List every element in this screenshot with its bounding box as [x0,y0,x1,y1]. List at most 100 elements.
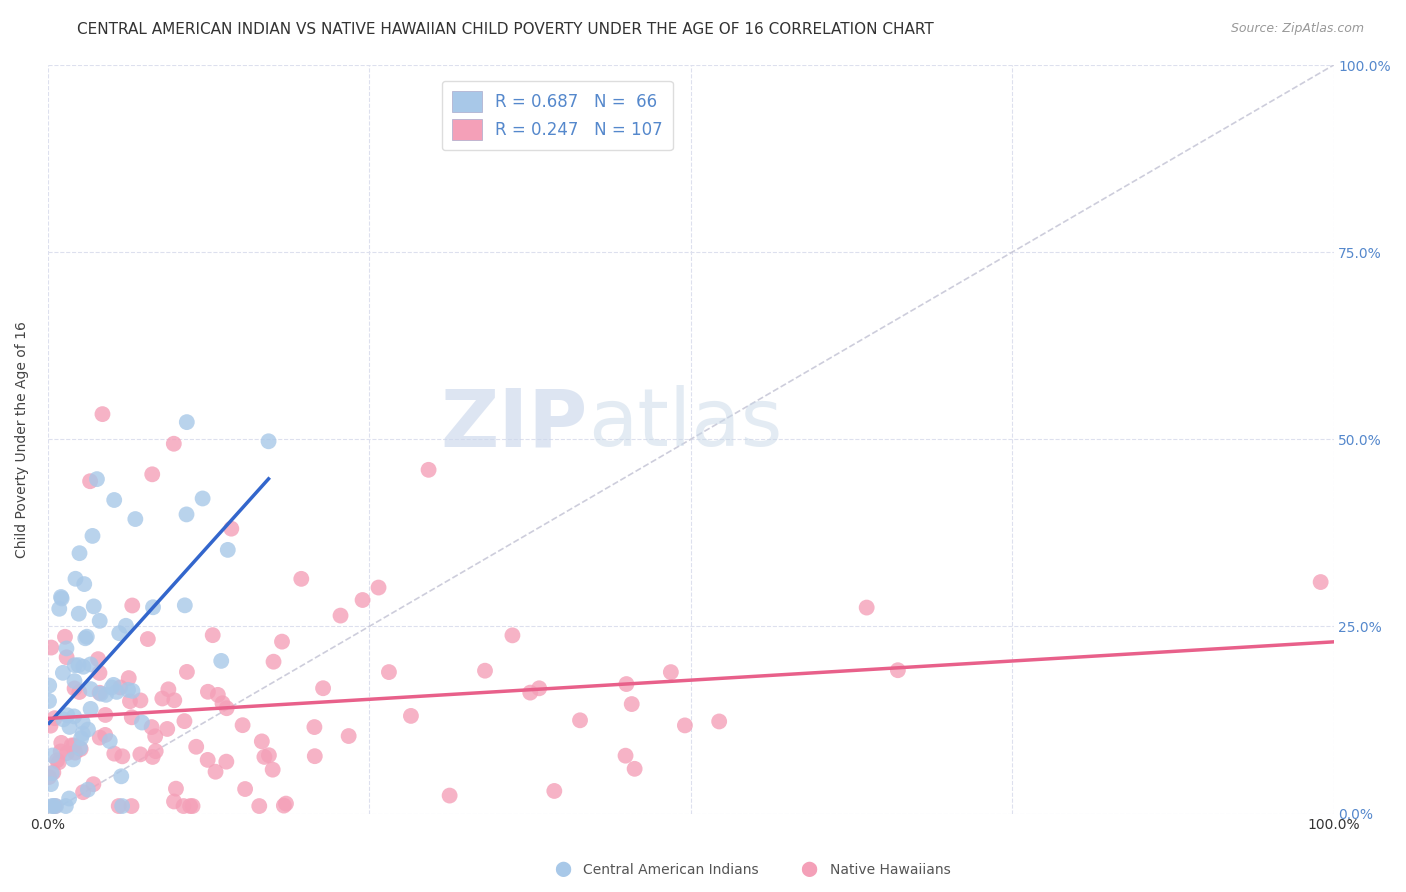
Point [142,600,165,615]
Point [63,709,86,723]
Point [77,723,100,737]
Point [86,472,108,486]
Point [176,415,198,429]
Point [76,782,98,797]
Point [67,685,90,699]
Point [274,797,297,811]
Point [614,748,637,763]
Point [51,591,73,606]
Point [87,652,110,666]
Point [89,686,111,700]
Point [165,781,187,796]
Point [82,529,104,543]
Point [94,708,117,723]
Text: ⬤: ⬤ [800,862,817,878]
Point [60,739,83,753]
Point [121,710,143,724]
Point [616,677,638,691]
Point [79,657,101,672]
Point [56,746,79,760]
Point [131,715,153,730]
Legend: R = 0.687   N =  66, R = 0.247   N = 107: R = 0.687 N = 66, R = 0.247 N = 107 [441,81,672,151]
Point [157,682,180,697]
Point [55,650,77,665]
Point [103,493,125,508]
Point [39,777,62,791]
Point [69,741,91,756]
Point [94,728,117,742]
Point [89,665,111,680]
Point [247,799,270,814]
Point [80,682,103,697]
Point [41,748,63,763]
Point [855,600,877,615]
Point [673,718,696,732]
Point [89,731,111,745]
Point [69,742,91,756]
Point [103,678,125,692]
Point [186,739,208,754]
Point [51,736,73,750]
Y-axis label: Child Poverty Under the Age of 16: Child Poverty Under the Age of 16 [15,321,30,558]
Point [118,671,141,685]
Point [75,632,97,646]
Point [129,693,152,707]
Point [62,752,84,766]
Point [232,718,254,732]
Point [312,681,335,696]
Point [115,619,138,633]
Point [121,684,143,698]
Point [273,798,295,813]
Point [72,659,94,673]
Point [48,756,70,770]
Point [82,777,104,791]
Point [89,614,111,628]
Point [63,658,86,673]
Point [215,755,238,769]
Point [253,750,276,764]
Point [439,789,461,803]
Point [94,688,117,702]
Point [72,726,94,740]
Point [121,799,143,814]
Point [63,681,86,696]
Point [181,799,204,814]
Point [124,512,146,526]
Point [257,434,280,449]
Point [49,744,72,758]
Point [39,640,62,655]
Point [337,729,360,743]
Point [304,720,326,734]
Point [107,799,129,814]
Point [55,641,77,656]
Point [91,407,114,421]
Point [117,682,139,697]
Point [250,734,273,748]
Point [262,763,284,777]
Point [63,746,86,760]
Point [176,508,198,522]
Point [90,687,112,701]
Text: ⬤: ⬤ [554,862,571,878]
Point [42,799,65,814]
Point [519,685,541,699]
Point [39,719,62,733]
Point [70,731,93,746]
Point [141,467,163,482]
Point [709,714,731,729]
Point [45,799,67,814]
Point [100,681,122,695]
Point [118,694,141,708]
Point [111,799,134,814]
Point [38,770,60,784]
Point [63,739,86,753]
Point [65,572,87,586]
Point [63,674,86,689]
Point [1309,575,1331,590]
Point [79,474,101,488]
Point [173,799,195,814]
Point [215,701,238,715]
Text: ZIP: ZIP [440,385,588,463]
Point [191,491,214,506]
Point [211,696,233,710]
